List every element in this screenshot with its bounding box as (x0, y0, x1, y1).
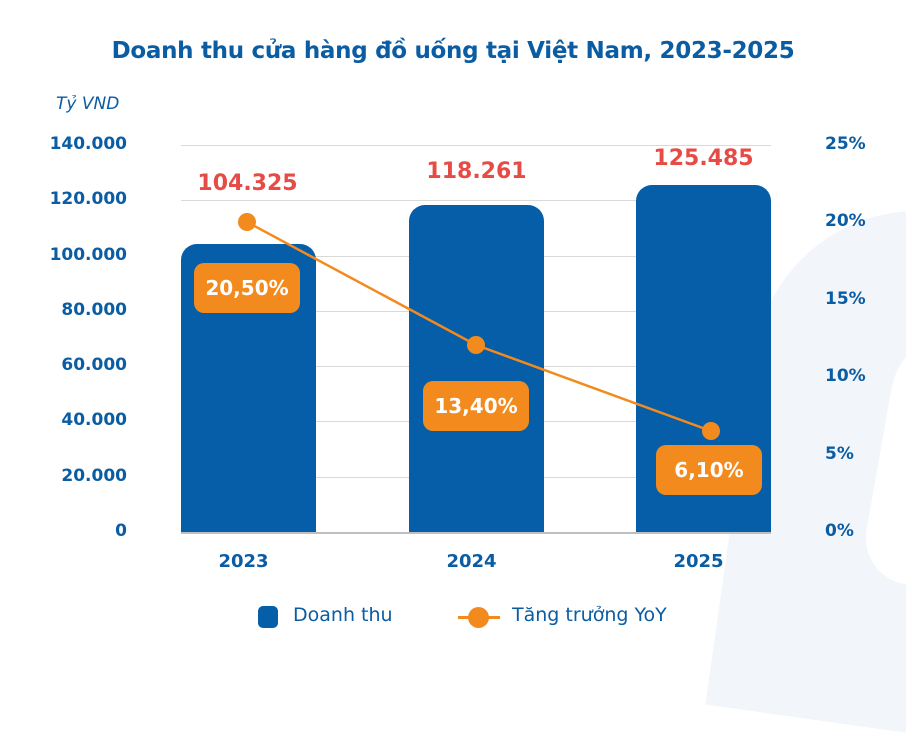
x-axis-tick: 2023 (218, 551, 269, 572)
left-axis-tick: 20.000 (61, 465, 127, 486)
left-axis-tick: 60.000 (61, 355, 127, 376)
legend-dot-icon (468, 607, 489, 628)
x-axis-line (181, 532, 771, 534)
right-axis-tick: 5% (825, 443, 854, 464)
bar-value-label: 104.325 (197, 171, 298, 196)
left-axis-tick: 80.000 (61, 299, 127, 320)
legend-growth-label: Tăng trưởng YoY (512, 604, 667, 626)
left-axis-tick: 140.000 (49, 134, 127, 154)
gridline (181, 200, 771, 202)
growth-line-series (238, 213, 720, 440)
growth-badge: 13,40% (423, 381, 529, 431)
left-axis-tick: 120.000 (49, 189, 127, 210)
bar-value-label: 118.261 (426, 159, 527, 184)
left-axis-tick: 0 (115, 521, 127, 541)
right-axis-tick: 20% (825, 211, 866, 232)
right-axis-tick: 25% (825, 134, 866, 154)
growth-point (238, 213, 256, 231)
gridline (181, 145, 771, 146)
left-axis-unit: Tỷ VND (56, 94, 120, 114)
bar-2024 (409, 205, 544, 532)
legend-revenue-label: Doanh thu (293, 604, 393, 626)
x-axis-tick: 2024 (446, 551, 497, 572)
growth-point (467, 336, 485, 354)
chart-title: Doanh thu cửa hàng đồ uống tại Việt Nam,… (111, 38, 795, 64)
growth-point (702, 422, 720, 440)
growth-badge: 20,50% (194, 263, 300, 313)
left-axis-tick: 100.000 (49, 244, 127, 265)
growth-badge: 6,10% (656, 445, 762, 495)
legend-bar-swatch-icon (258, 606, 278, 628)
x-axis-tick: 2025 (673, 551, 724, 572)
left-axis-tick: 40.000 (61, 410, 127, 431)
legend: Doanh thu Tăng trưởng YoY (0, 603, 906, 633)
right-axis-tick: 10% (825, 366, 866, 387)
right-axis-tick: 15% (825, 288, 866, 309)
bar-value-label: 125.485 (653, 146, 754, 171)
right-axis-tick: 0% (825, 521, 854, 541)
